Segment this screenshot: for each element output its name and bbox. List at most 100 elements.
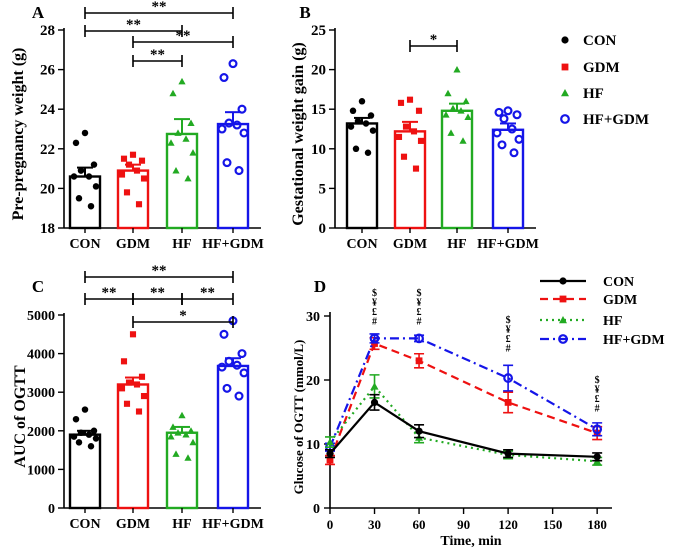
data-point [184, 454, 192, 461]
significance-label: ** [152, 0, 167, 15]
y-axis-label: Gestational weight gain (g) [290, 42, 307, 226]
significance-symbol: $ [417, 288, 422, 299]
significance-symbol: # [417, 317, 422, 328]
data-point [125, 379, 133, 386]
data-point [135, 201, 143, 208]
data-point [492, 128, 502, 138]
bar-gdm [116, 383, 150, 510]
y-tick-label: 3000 [27, 386, 55, 401]
data-point [415, 107, 423, 114]
data-point [354, 117, 362, 125]
bar-gdm [393, 130, 427, 230]
y-tick-label: 0 [319, 221, 327, 237]
significance-label: ** [152, 263, 167, 279]
x-tick-label: HF+GDM [202, 517, 264, 532]
legend-marker [561, 63, 569, 71]
significance-symbol: $ [506, 315, 511, 326]
data-point [395, 133, 403, 140]
legend-marker [560, 114, 570, 124]
panel-D: D 0 10 20 30 0 30 60 90 120 150 180 Time, min Glucose… [291, 275, 665, 549]
legend-label: CON [603, 275, 634, 290]
significance-symbol: $ [372, 288, 377, 299]
data-point [167, 432, 175, 440]
data-point [406, 96, 414, 103]
data-point [75, 439, 83, 446]
significance-symbol: # [506, 344, 511, 355]
data-point [414, 333, 424, 344]
y-tick-label: 2000 [27, 425, 55, 440]
significance-label: ** [200, 285, 215, 301]
data-point [232, 120, 242, 130]
data-point [174, 429, 182, 436]
data-point [129, 331, 137, 338]
data-point [123, 400, 131, 407]
significance-bracket [84, 7, 234, 19]
y-axis-label: AUC of OGTT [12, 365, 29, 468]
bar-con [345, 122, 379, 230]
data-point [217, 362, 227, 372]
panel-A: A 18 20 22 24 26 28 Pre-pregnancy weight (g) CON… [10, 0, 264, 252]
y-tick-label: 18 [40, 221, 55, 237]
significance-symbol: ¥ [417, 298, 422, 309]
x-tick-label: CON [346, 237, 377, 252]
legend-lines: CON GDM HF HF+GDM [540, 275, 665, 348]
y-tick-label: 5 [319, 181, 327, 197]
data-point [237, 349, 247, 359]
data-point [237, 104, 247, 114]
data-point [453, 66, 461, 73]
data-point [349, 107, 357, 115]
y-tick-label: 15 [311, 102, 326, 118]
significance-label: ** [102, 285, 117, 301]
legend-marker [559, 295, 567, 303]
series-line-hf+gdm [328, 337, 598, 448]
data-point [123, 189, 131, 196]
data-point [125, 161, 133, 168]
significance-symbol: ¥ [372, 298, 377, 309]
data-point [178, 411, 186, 419]
data-point [447, 129, 455, 136]
data-point [85, 173, 93, 180]
y-axis-label: Glucose of OGTT (mmol/L) [291, 340, 306, 495]
x-tick-label: GDM [116, 517, 150, 532]
bar-con [68, 433, 102, 510]
significance-symbol: £ [595, 394, 600, 405]
panel-letter: A [32, 3, 45, 22]
data-point [503, 106, 513, 116]
data-point [169, 423, 177, 430]
data-point [77, 429, 85, 436]
legend-label: HF [603, 314, 622, 329]
legend-marker [559, 277, 567, 285]
significance-label: * [430, 32, 438, 48]
y-tick-label: 20 [311, 63, 326, 79]
x-tick-label: 0 [327, 517, 334, 532]
data-point [444, 89, 452, 97]
data-point [464, 113, 472, 120]
significance-bracket [132, 55, 183, 67]
data-point [415, 357, 423, 365]
significance-label: ** [150, 47, 165, 63]
significance-bracket [132, 316, 234, 328]
panel-letter: B [299, 3, 310, 22]
data-point [135, 408, 143, 415]
data-point [90, 427, 98, 435]
data-point [129, 151, 137, 158]
data-point [167, 139, 175, 146]
legend-marker [558, 334, 568, 344]
legend-marker [561, 36, 569, 44]
data-point [512, 110, 522, 120]
data-point [118, 171, 126, 178]
data-point [189, 149, 197, 156]
bar-hf [165, 132, 199, 230]
data-point [239, 128, 249, 138]
significance-label: * [179, 308, 187, 324]
data-point [138, 157, 146, 164]
data-point [224, 356, 234, 366]
data-point [187, 427, 195, 434]
x-tick-label: CON [69, 237, 100, 252]
data-point [369, 127, 377, 134]
data-point [410, 128, 418, 135]
data-point [184, 174, 192, 182]
x-tick-label: GDM [393, 237, 427, 252]
